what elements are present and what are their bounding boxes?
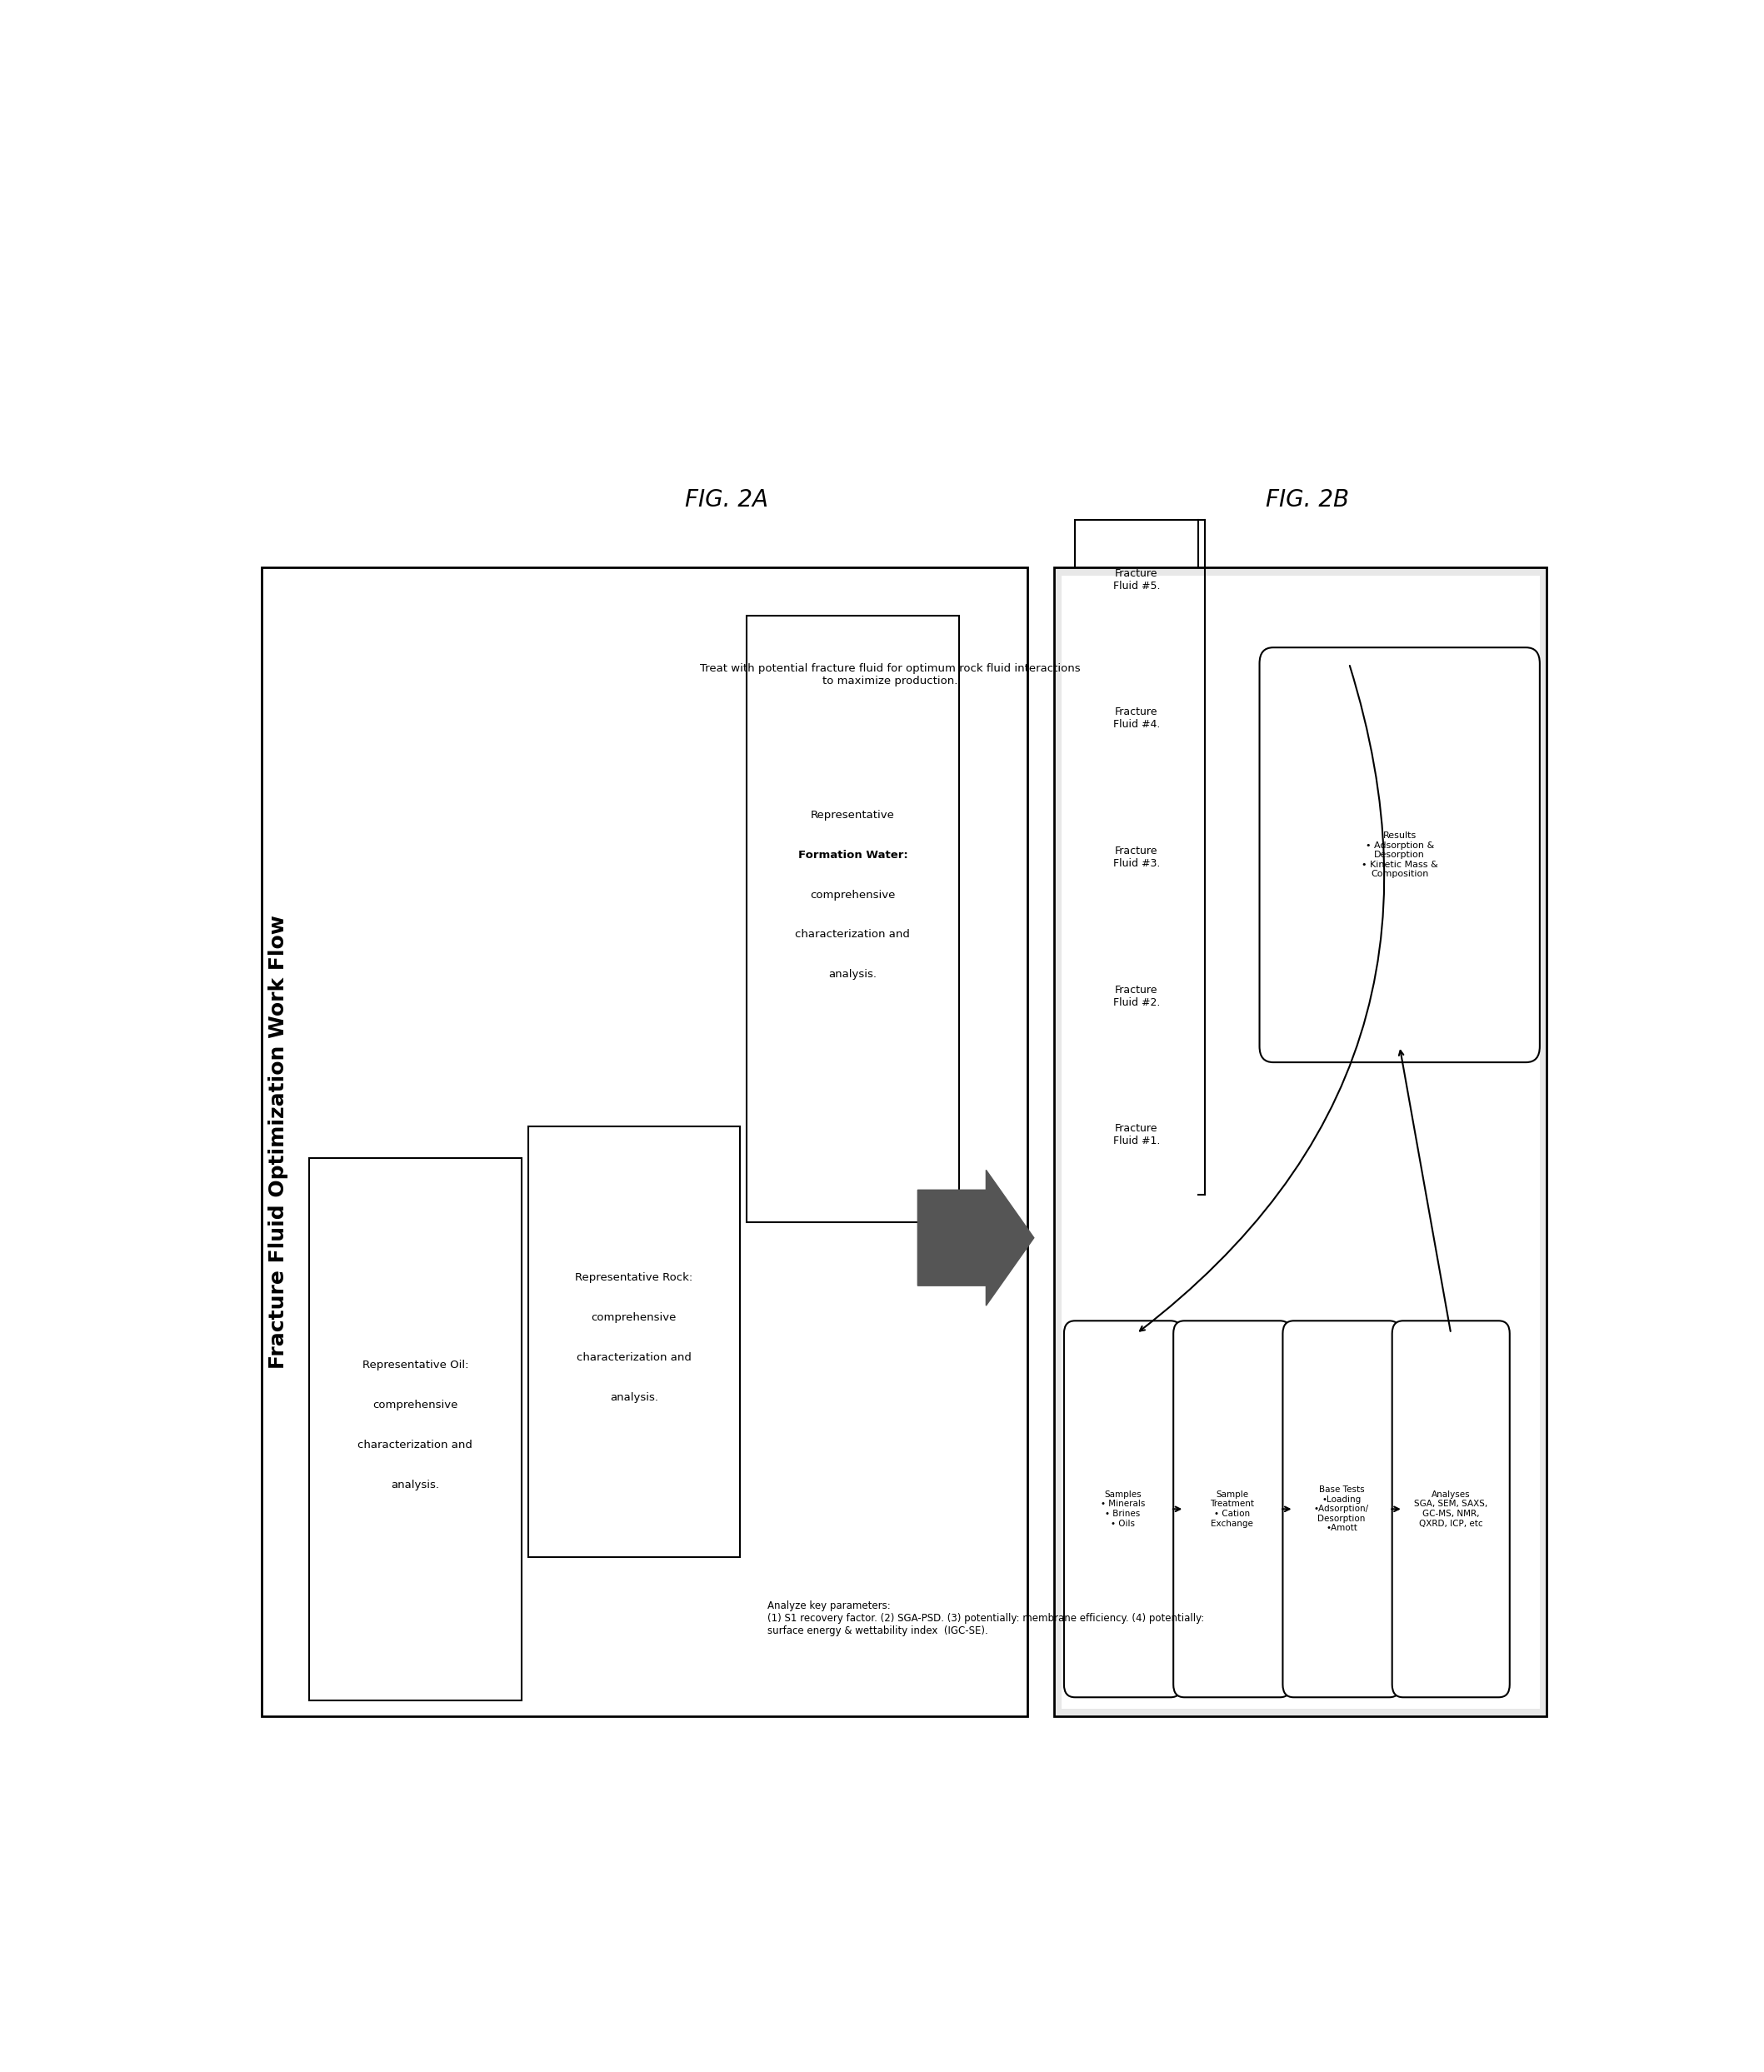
Text: comprehensive: comprehensive bbox=[810, 889, 896, 899]
Text: Analyze key parameters:
(1) S1 recovery factor. (2) SGA-PSD. (3) potentially: me: Analyze key parameters: (1) S1 recovery … bbox=[767, 1602, 1205, 1637]
FancyBboxPatch shape bbox=[1074, 798, 1198, 918]
FancyBboxPatch shape bbox=[1173, 1320, 1291, 1697]
Text: Fracture
Fluid #2.: Fracture Fluid #2. bbox=[1113, 984, 1161, 1007]
FancyBboxPatch shape bbox=[1074, 937, 1198, 1057]
Text: Fracture
Fluid #1.: Fracture Fluid #1. bbox=[1113, 1123, 1161, 1146]
FancyBboxPatch shape bbox=[1074, 659, 1198, 779]
Text: comprehensive: comprehensive bbox=[372, 1401, 459, 1411]
Text: Representative Rock:: Representative Rock: bbox=[575, 1272, 693, 1283]
FancyBboxPatch shape bbox=[261, 568, 1027, 1716]
FancyBboxPatch shape bbox=[527, 1127, 741, 1556]
Text: Analyses
SGA, SEM, SAXS,
GC-MS, NMR,
QXRD, ICP, etc: Analyses SGA, SEM, SAXS, GC-MS, NMR, QXR… bbox=[1415, 1490, 1487, 1527]
Text: analysis.: analysis. bbox=[610, 1392, 658, 1403]
FancyBboxPatch shape bbox=[1062, 576, 1540, 1709]
Text: characterization and: characterization and bbox=[577, 1353, 691, 1363]
Text: Fracture
Fluid #3.: Fracture Fluid #3. bbox=[1113, 845, 1161, 868]
Text: comprehensive: comprehensive bbox=[591, 1312, 677, 1324]
Text: Samples
• Minerals
• Brines
• Oils: Samples • Minerals • Brines • Oils bbox=[1101, 1490, 1145, 1527]
Text: FIG. 2A: FIG. 2A bbox=[684, 489, 767, 512]
Text: Fracture
Fluid #5.: Fracture Fluid #5. bbox=[1113, 568, 1161, 591]
FancyBboxPatch shape bbox=[1064, 1320, 1182, 1697]
FancyBboxPatch shape bbox=[1055, 568, 1547, 1716]
Text: Representative: Representative bbox=[811, 810, 894, 821]
Text: Fracture
Fluid #4.: Fracture Fluid #4. bbox=[1113, 707, 1161, 729]
FancyBboxPatch shape bbox=[1074, 520, 1198, 640]
FancyArrow shape bbox=[917, 1171, 1034, 1305]
Text: analysis.: analysis. bbox=[392, 1479, 439, 1490]
Text: analysis.: analysis. bbox=[829, 970, 877, 980]
Text: Base Tests
•Loading
•Adsorption/
Desorption
•Amott: Base Tests •Loading •Adsorption/ Desorpt… bbox=[1314, 1486, 1369, 1533]
FancyBboxPatch shape bbox=[1259, 646, 1540, 1063]
Text: FIG. 2B: FIG. 2B bbox=[1267, 489, 1349, 512]
FancyBboxPatch shape bbox=[1392, 1320, 1510, 1697]
Text: Treat with potential fracture fluid for optimum rock fluid interactions
to maxim: Treat with potential fracture fluid for … bbox=[700, 663, 1081, 686]
Text: Formation Water:: Formation Water: bbox=[797, 850, 908, 860]
FancyBboxPatch shape bbox=[1074, 1075, 1198, 1196]
Text: Results
• Adsorption &
Desorption
• Kinetic Mass &
Composition: Results • Adsorption & Desorption • Kine… bbox=[1362, 831, 1438, 879]
Text: Sample
Treatment
• Cation
Exchange: Sample Treatment • Cation Exchange bbox=[1210, 1490, 1254, 1527]
FancyBboxPatch shape bbox=[1282, 1320, 1401, 1697]
Text: Representative Oil:: Representative Oil: bbox=[362, 1359, 469, 1372]
FancyBboxPatch shape bbox=[746, 615, 960, 1222]
Text: Fracture Fluid Optimization Work Flow: Fracture Fluid Optimization Work Flow bbox=[268, 916, 288, 1370]
FancyBboxPatch shape bbox=[309, 1158, 522, 1701]
Text: characterization and: characterization and bbox=[358, 1440, 473, 1450]
Text: characterization and: characterization and bbox=[796, 928, 910, 941]
